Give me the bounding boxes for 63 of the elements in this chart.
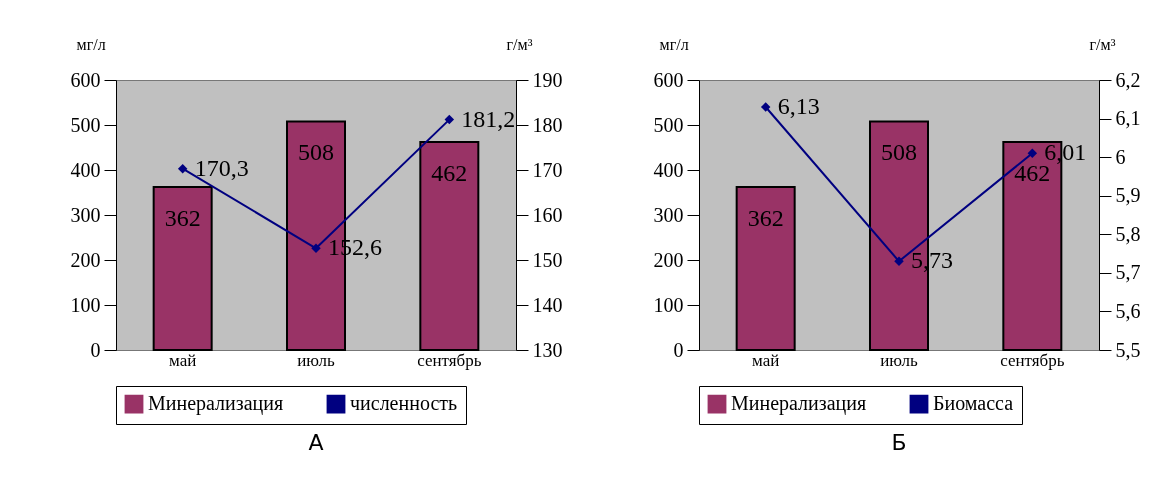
y2-tick-label: 170	[532, 158, 563, 181]
y-axis-title: мг/л	[659, 35, 689, 53]
data-label: 462	[431, 160, 468, 187]
x-tick-label: июль	[880, 350, 919, 370]
y-tick-label: 100	[653, 293, 684, 316]
bar	[152, 186, 213, 351]
y2-tick-label: 5,9	[1115, 184, 1141, 207]
y-tick-label: 0	[90, 338, 101, 361]
y2-tick-label: 5,6	[1115, 299, 1141, 322]
legend-label: Минерализация	[731, 392, 867, 416]
y2-tick-label: 5,7	[1115, 261, 1141, 284]
x-tick-label: сентябрь	[1000, 350, 1065, 370]
data-label: 181,2	[461, 105, 516, 132]
y2-tick-label: 6,2	[1115, 68, 1141, 91]
y2-tick-label: 5,5	[1115, 338, 1141, 361]
point	[311, 243, 321, 254]
y2-tick-label: 5,8	[1115, 222, 1141, 245]
y-tick-label: 0	[673, 338, 684, 361]
y-tick-label: 500	[653, 113, 684, 136]
legend-label: Минерализация	[148, 392, 284, 416]
point	[894, 256, 904, 267]
y2-axis-title: г/м³	[506, 35, 533, 53]
y2-tick-label: 140	[532, 293, 563, 316]
y-tick-label: 500	[70, 113, 101, 136]
y2-tick-label: 190	[532, 68, 563, 91]
y-tick-label: 600	[653, 68, 684, 91]
bar	[735, 186, 796, 351]
y-axis-title: мг/л	[76, 35, 106, 53]
y2-tick-label: 6	[1115, 145, 1126, 168]
y2-tick-label: 180	[532, 113, 563, 136]
data-label: 170,3	[194, 154, 249, 181]
data-label: 462	[1014, 160, 1051, 187]
y-tick-label: 300	[653, 203, 684, 226]
data-label: 362	[164, 205, 201, 232]
point	[444, 114, 455, 125]
data-label: 362	[747, 205, 784, 232]
bar	[419, 141, 480, 351]
data-label: 508	[298, 139, 334, 166]
y-tick-label: 200	[653, 248, 684, 271]
point	[1027, 148, 1038, 159]
x-tick-label: май	[169, 350, 197, 370]
y-tick-label: 600	[70, 68, 101, 91]
y-tick-label: 300	[70, 203, 101, 226]
x-tick-label: май	[752, 350, 780, 370]
x-tick-label: июль	[297, 350, 336, 370]
point	[760, 102, 771, 112]
x-tick-label: сентябрь	[417, 350, 482, 370]
y-tick-label: 100	[70, 293, 101, 316]
y-tick-label: 400	[653, 158, 684, 181]
y2-tick-label: 130	[532, 338, 563, 361]
y-tick-label: 400	[70, 158, 101, 181]
legend-label: численность	[350, 392, 458, 415]
text: Б	[891, 429, 907, 455]
y-tick-label: 200	[70, 248, 101, 271]
y2-tick-label: 6,1	[1115, 107, 1141, 130]
y2-axis-title: г/м³	[1089, 35, 1116, 53]
point	[177, 163, 188, 174]
text: А	[308, 429, 324, 455]
y2-tick-label: 160	[532, 203, 563, 226]
y2-tick-label: 150	[532, 248, 563, 271]
data-label: 508	[881, 139, 917, 166]
data-label: 6,13	[777, 93, 820, 119]
legend-label: Биомасса	[933, 392, 1014, 415]
